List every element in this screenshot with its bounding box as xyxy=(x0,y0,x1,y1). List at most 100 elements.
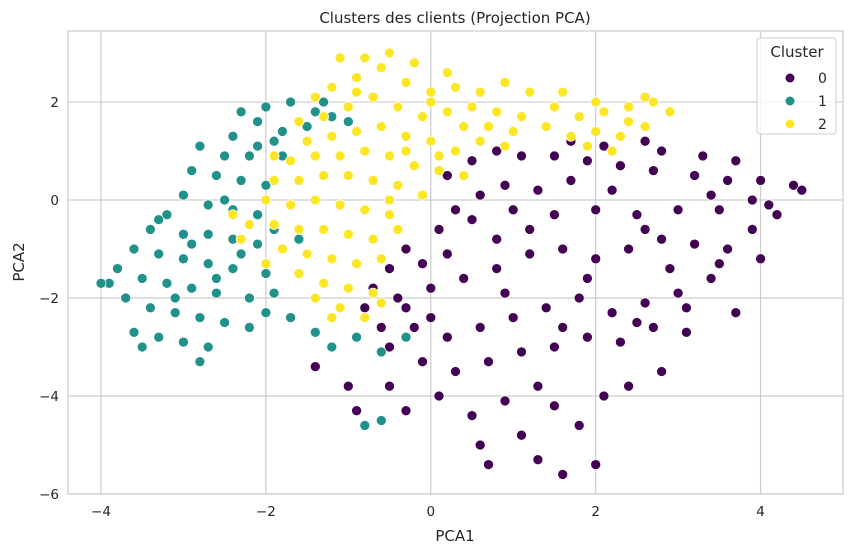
data-point-cluster-2 xyxy=(334,302,346,314)
data-point-cluster-2 xyxy=(499,77,511,88)
data-point-cluster-2 xyxy=(400,77,412,88)
data-point-cluster-0 xyxy=(615,160,626,172)
data-point-cluster-0 xyxy=(507,312,519,323)
data-point-cluster-2 xyxy=(309,150,321,162)
data-point-cluster-2 xyxy=(384,209,395,221)
data-point-cluster-0 xyxy=(565,175,577,186)
data-point-cluster-2 xyxy=(516,111,527,123)
data-point-cluster-2 xyxy=(384,47,395,59)
data-point-cluster-2 xyxy=(351,72,362,83)
data-point-cluster-2 xyxy=(433,165,445,176)
data-point-cluster-0 xyxy=(631,209,643,221)
data-point-cluster-1 xyxy=(268,287,280,299)
data-point-cluster-1 xyxy=(145,302,156,314)
data-point-cluster-1 xyxy=(375,415,387,426)
data-point-cluster-1 xyxy=(252,238,263,250)
data-point-cluster-2 xyxy=(392,179,404,191)
data-point-cluster-1 xyxy=(252,209,263,221)
data-point-cluster-2 xyxy=(474,86,486,98)
data-point-cluster-2 xyxy=(293,175,305,186)
data-point-cluster-0 xyxy=(631,317,643,328)
data-point-cluster-0 xyxy=(615,336,626,348)
data-point-cluster-0 xyxy=(788,179,799,191)
data-point-cluster-2 xyxy=(648,96,659,108)
data-point-cluster-0 xyxy=(532,184,544,196)
data-point-cluster-2 xyxy=(375,62,387,74)
x-tick-label: −4 xyxy=(91,504,111,520)
data-point-cluster-2 xyxy=(664,106,676,118)
data-point-cluster-0 xyxy=(648,322,659,333)
data-point-cluster-1 xyxy=(285,96,296,108)
data-point-cluster-2 xyxy=(367,175,379,186)
data-point-cluster-0 xyxy=(425,282,437,294)
y-tick-label: −2 xyxy=(39,291,59,307)
data-point-cluster-0 xyxy=(474,189,486,201)
data-point-cluster-2 xyxy=(318,224,329,235)
data-point-cluster-1 xyxy=(112,263,123,274)
data-point-cluster-1 xyxy=(211,273,222,284)
data-point-cluster-0 xyxy=(359,302,371,314)
data-point-cluster-0 xyxy=(639,224,651,235)
data-point-cluster-2 xyxy=(417,111,428,123)
data-point-cluster-0 xyxy=(433,224,445,235)
y-axis-label: PCA2 xyxy=(10,242,28,281)
data-point-cluster-0 xyxy=(524,224,536,235)
data-point-cluster-1 xyxy=(400,331,412,343)
data-point-cluster-1 xyxy=(136,341,148,353)
data-point-cluster-0 xyxy=(705,273,717,284)
data-point-cluster-1 xyxy=(260,179,272,191)
data-point-cluster-1 xyxy=(128,326,140,338)
data-point-cluster-0 xyxy=(466,155,478,167)
data-point-cluster-1 xyxy=(194,312,206,323)
data-point-cluster-2 xyxy=(359,52,371,64)
data-point-cluster-0 xyxy=(392,292,404,304)
data-point-cluster-1 xyxy=(351,331,362,343)
data-point-cluster-2 xyxy=(367,287,379,299)
data-point-cluster-2 xyxy=(582,140,593,152)
data-point-cluster-1 xyxy=(202,228,214,240)
y-tick-label: −4 xyxy=(39,389,59,405)
legend: Cluster 0 1 2 xyxy=(756,37,837,135)
x-tick-labels: −4 −2 0 2 4 xyxy=(91,504,765,520)
data-point-cluster-2 xyxy=(268,150,280,162)
data-point-cluster-0 xyxy=(582,155,593,167)
data-point-cluster-0 xyxy=(499,395,511,407)
data-point-cluster-0 xyxy=(441,331,453,343)
data-point-cluster-2 xyxy=(342,282,354,294)
x-tick-label: 0 xyxy=(426,504,435,520)
data-point-cluster-0 xyxy=(342,380,354,392)
data-point-cluster-2 xyxy=(318,111,329,123)
data-point-cluster-0 xyxy=(375,322,387,333)
data-point-cluster-2 xyxy=(309,91,321,103)
y-tick-labels: 2 0 −2 −4 −6 xyxy=(39,95,59,503)
data-point-cluster-2 xyxy=(573,111,585,123)
data-point-cluster-0 xyxy=(450,204,461,216)
data-point-cluster-1 xyxy=(178,336,189,348)
data-point-cluster-1 xyxy=(375,346,387,358)
data-point-cluster-1 xyxy=(169,307,181,319)
data-point-cluster-2 xyxy=(540,121,552,132)
data-point-cluster-2 xyxy=(458,170,470,181)
data-point-cluster-0 xyxy=(713,258,725,270)
data-point-cluster-0 xyxy=(746,194,758,206)
data-point-cluster-1 xyxy=(145,224,156,235)
data-point-cluster-2 xyxy=(598,106,610,118)
data-point-cluster-1 xyxy=(211,287,222,299)
data-point-cluster-2 xyxy=(507,126,519,137)
data-point-cluster-0 xyxy=(796,184,808,196)
data-point-cluster-0 xyxy=(656,366,667,377)
data-point-cluster-0 xyxy=(516,346,527,358)
data-point-cluster-0 xyxy=(590,459,602,470)
data-point-cluster-2 xyxy=(590,96,602,108)
data-point-cluster-0 xyxy=(400,405,412,417)
data-point-cluster-0 xyxy=(681,326,692,338)
data-point-cluster-0 xyxy=(598,390,610,402)
legend-entry-0: 0 xyxy=(785,71,827,87)
legend-entry-1: 1 xyxy=(785,94,827,110)
data-point-cluster-0 xyxy=(656,145,667,157)
data-point-cluster-2 xyxy=(458,121,470,132)
data-point-cluster-0 xyxy=(483,356,494,368)
data-point-cluster-1 xyxy=(235,106,247,118)
data-point-cluster-0 xyxy=(656,233,667,245)
data-point-cluster-2 xyxy=(408,160,420,172)
